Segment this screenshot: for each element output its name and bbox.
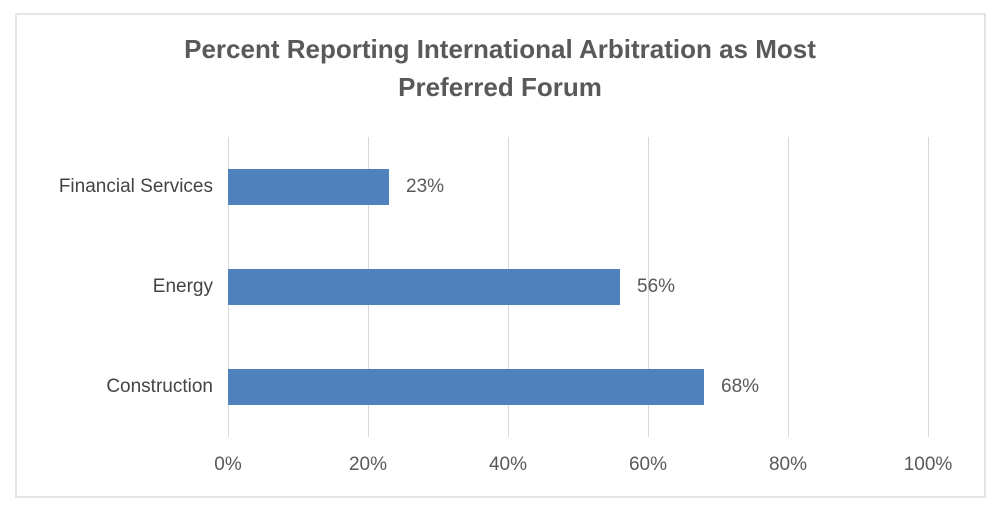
category-label-financial-services: Financial Services (58, 176, 213, 197)
gridline-60% (647, 137, 649, 437)
gridline-80% (787, 137, 789, 437)
x-axis-tick-label: 20% (348, 454, 388, 475)
bar-financial-services (228, 169, 389, 205)
data-label-energy: 56% (637, 276, 676, 297)
data-label-construction: 68% (721, 376, 760, 397)
gridline-100% (927, 137, 929, 437)
chart-title: Percent Reporting International Arbitrat… (0, 30, 1000, 106)
chart-title-line-2: Preferred Forum (398, 72, 602, 102)
x-axis-tick-label: 60% (628, 454, 668, 475)
category-label-energy: Energy (152, 276, 213, 297)
data-label-financial-services: 23% (406, 176, 445, 197)
chart-title-line-1: Percent Reporting International Arbitrat… (184, 34, 816, 64)
chart-border (15, 13, 986, 498)
category-label-construction: Construction (106, 376, 213, 397)
x-axis-tick-label: 0% (214, 454, 242, 475)
bar-construction (228, 369, 704, 405)
bar-energy (228, 269, 620, 305)
x-axis-tick-label: 40% (488, 454, 528, 475)
x-axis-tick-label: 100% (903, 454, 953, 475)
x-axis-tick-label: 80% (768, 454, 808, 475)
